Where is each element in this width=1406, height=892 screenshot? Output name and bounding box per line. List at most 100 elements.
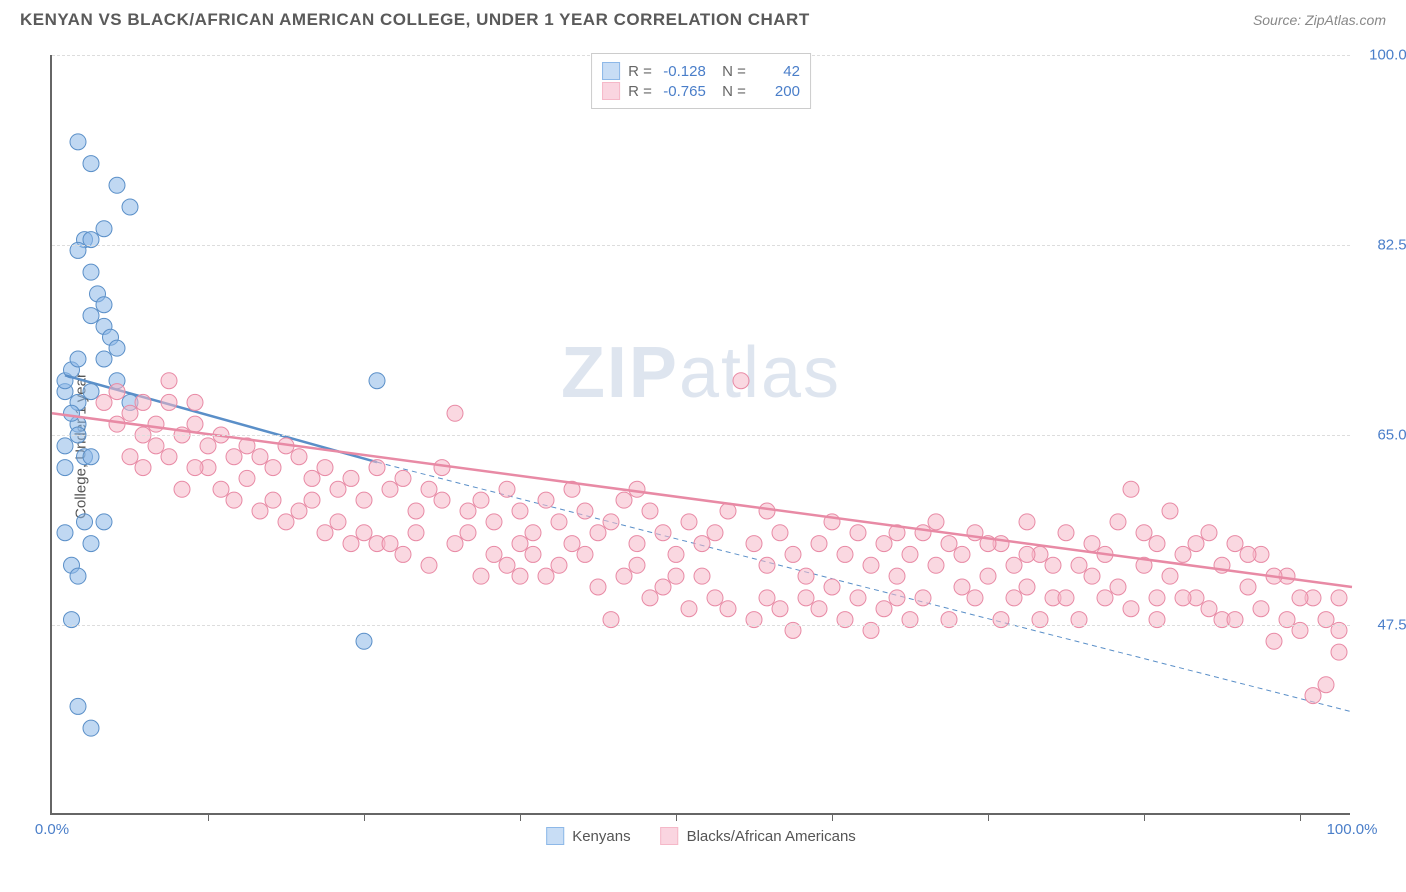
scatter-point <box>1019 579 1035 595</box>
scatter-point <box>70 568 86 584</box>
scatter-point <box>226 492 242 508</box>
x-tick-mark <box>520 813 521 821</box>
scatter-point <box>1201 525 1217 541</box>
scatter-point <box>941 536 957 552</box>
scatter-point <box>226 449 242 465</box>
scatter-point <box>96 514 112 530</box>
x-tick-mark <box>364 813 365 821</box>
scatter-point <box>1110 579 1126 595</box>
scatter-point <box>187 460 203 476</box>
scatter-point <box>525 546 541 562</box>
legend-label-kenyans: Kenyans <box>572 828 630 845</box>
r-label: R = <box>628 83 652 100</box>
chart-plot-area: R = -0.128 N = 42 R = -0.765 N = 200 ZIP… <box>50 55 1350 815</box>
scatter-point <box>863 557 879 573</box>
scatter-point <box>109 340 125 356</box>
scatter-point <box>577 546 593 562</box>
scatter-point <box>447 405 463 421</box>
legend-swatch-kenyans <box>546 827 564 845</box>
scatter-point <box>551 514 567 530</box>
scatter-point <box>304 492 320 508</box>
gridline <box>52 625 1350 626</box>
scatter-point <box>681 601 697 617</box>
scatter-point <box>1240 579 1256 595</box>
scatter-svg <box>52 55 1350 813</box>
stats-row-kenyans: R = -0.128 N = 42 <box>602 62 800 80</box>
scatter-point <box>577 503 593 519</box>
scatter-point <box>148 438 164 454</box>
scatter-point <box>733 373 749 389</box>
r-value-blacks: -0.765 <box>660 83 706 100</box>
scatter-point <box>161 373 177 389</box>
scatter-point <box>356 633 372 649</box>
scatter-point <box>759 590 775 606</box>
source-attribution: Source: ZipAtlas.com <box>1253 12 1386 28</box>
scatter-point <box>434 460 450 476</box>
scatter-point <box>1305 688 1321 704</box>
scatter-point <box>278 514 294 530</box>
scatter-point <box>915 525 931 541</box>
scatter-point <box>382 536 398 552</box>
scatter-point <box>1240 546 1256 562</box>
scatter-point <box>1149 590 1165 606</box>
scatter-point <box>655 525 671 541</box>
scatter-point <box>707 590 723 606</box>
n-value-blacks: 200 <box>754 83 800 100</box>
scatter-point <box>876 536 892 552</box>
scatter-point <box>161 449 177 465</box>
scatter-point <box>317 460 333 476</box>
scatter-point <box>122 449 138 465</box>
scatter-point <box>70 351 86 367</box>
y-tick-label: 82.5% <box>1377 237 1406 254</box>
legend-swatch-blacks <box>661 827 679 845</box>
scatter-point <box>1201 601 1217 617</box>
n-value-kenyans: 42 <box>754 63 800 80</box>
scatter-point <box>460 525 476 541</box>
scatter-point <box>1318 677 1334 693</box>
n-label: N = <box>714 63 746 80</box>
scatter-point <box>1058 590 1074 606</box>
scatter-point <box>1084 568 1100 584</box>
scatter-point <box>200 438 216 454</box>
scatter-point <box>369 373 385 389</box>
scatter-point <box>772 601 788 617</box>
scatter-point <box>642 503 658 519</box>
scatter-point <box>889 568 905 584</box>
scatter-point <box>1253 601 1269 617</box>
scatter-point <box>1162 568 1178 584</box>
scatter-point <box>1045 557 1061 573</box>
scatter-point <box>1292 590 1308 606</box>
scatter-point <box>291 503 307 519</box>
scatter-point <box>954 546 970 562</box>
scatter-point <box>369 460 385 476</box>
scatter-point <box>798 568 814 584</box>
scatter-point <box>1136 525 1152 541</box>
scatter-point <box>408 525 424 541</box>
gridline <box>52 245 1350 246</box>
scatter-point <box>616 568 632 584</box>
scatter-point <box>330 481 346 497</box>
scatter-point <box>460 503 476 519</box>
scatter-point <box>629 536 645 552</box>
scatter-point <box>356 525 372 541</box>
scatter-point <box>187 416 203 432</box>
scatter-point <box>57 438 73 454</box>
scatter-point <box>967 590 983 606</box>
scatter-point <box>1084 536 1100 552</box>
y-tick-label: 100.0% <box>1369 47 1406 64</box>
scatter-point <box>291 449 307 465</box>
scatter-point <box>83 720 99 736</box>
scatter-point <box>889 590 905 606</box>
scatter-point <box>96 221 112 237</box>
scatter-point <box>265 460 281 476</box>
scatter-point <box>473 568 489 584</box>
scatter-point <box>109 384 125 400</box>
scatter-point <box>77 514 93 530</box>
legend-bottom: Kenyans Blacks/African Americans <box>546 827 856 845</box>
scatter-point <box>551 557 567 573</box>
scatter-point <box>174 481 190 497</box>
legend-label-blacks: Blacks/African Americans <box>687 828 856 845</box>
scatter-point <box>590 579 606 595</box>
scatter-point <box>83 156 99 172</box>
scatter-point <box>473 492 489 508</box>
